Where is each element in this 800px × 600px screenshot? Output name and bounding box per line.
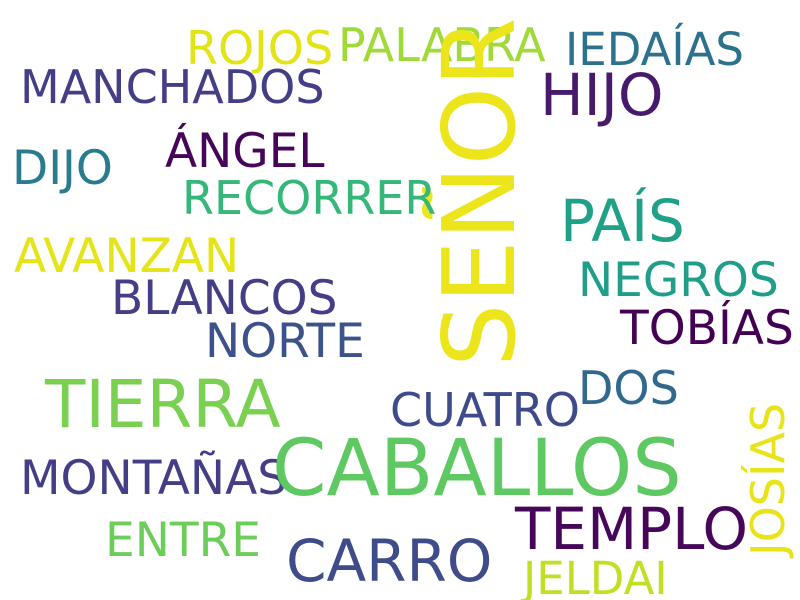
- word-recorrer: RECORRER: [182, 171, 437, 225]
- word-iedaias: IEDAÍAS: [565, 23, 744, 76]
- word-angel: ÁNGEL: [165, 124, 325, 179]
- word-palabra: PALABRA: [338, 18, 546, 72]
- word-entre: ENTRE: [105, 513, 261, 568]
- word-blancos: BLANCOS: [111, 271, 338, 326]
- word-jeldai: JELDAI: [523, 552, 668, 600]
- word-hijo: HIJO: [540, 61, 664, 129]
- word-montanas: MONTAÑAS: [20, 451, 288, 506]
- word-tierra: TIERRA: [45, 366, 281, 443]
- word-negros: NEGROS: [578, 253, 779, 308]
- word-dijo: DIJO: [12, 141, 113, 196]
- word-dos: DOS: [578, 361, 679, 415]
- word-tobias: TOBÍAS: [620, 301, 794, 356]
- word-norte: NORTE: [205, 314, 365, 369]
- word-caballos: CABALLOS: [272, 424, 682, 514]
- word-senor: SEÑOR: [421, 17, 538, 367]
- word-pais: PAÍS: [560, 187, 685, 255]
- word-josias: JOSÍAS: [741, 402, 795, 556]
- word-manchados: MANCHADOS: [20, 60, 325, 114]
- word-rojos: ROJOS: [186, 21, 334, 75]
- word-cuatro: CUATRO: [390, 383, 580, 437]
- word-carro: CARRO: [286, 527, 493, 595]
- word-avanzan: AVANZAN: [14, 229, 240, 284]
- word-templo: TEMPLO: [515, 495, 748, 563]
